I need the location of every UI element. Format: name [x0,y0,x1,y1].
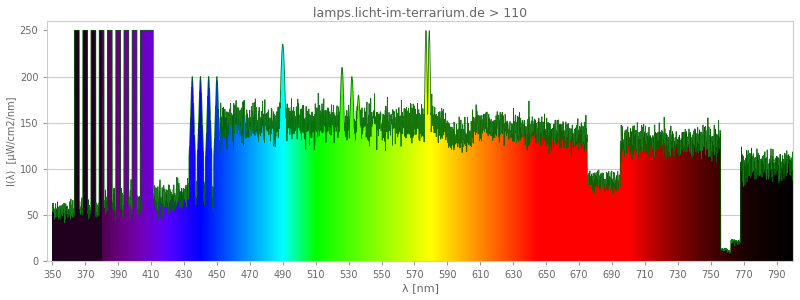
X-axis label: λ [nm]: λ [nm] [402,283,438,293]
Title: lamps.licht-im-terrarium.de > 110: lamps.licht-im-terrarium.de > 110 [313,7,527,20]
Y-axis label: I(λ)  [μW/cm2/nm]: I(λ) [μW/cm2/nm] [7,96,17,186]
